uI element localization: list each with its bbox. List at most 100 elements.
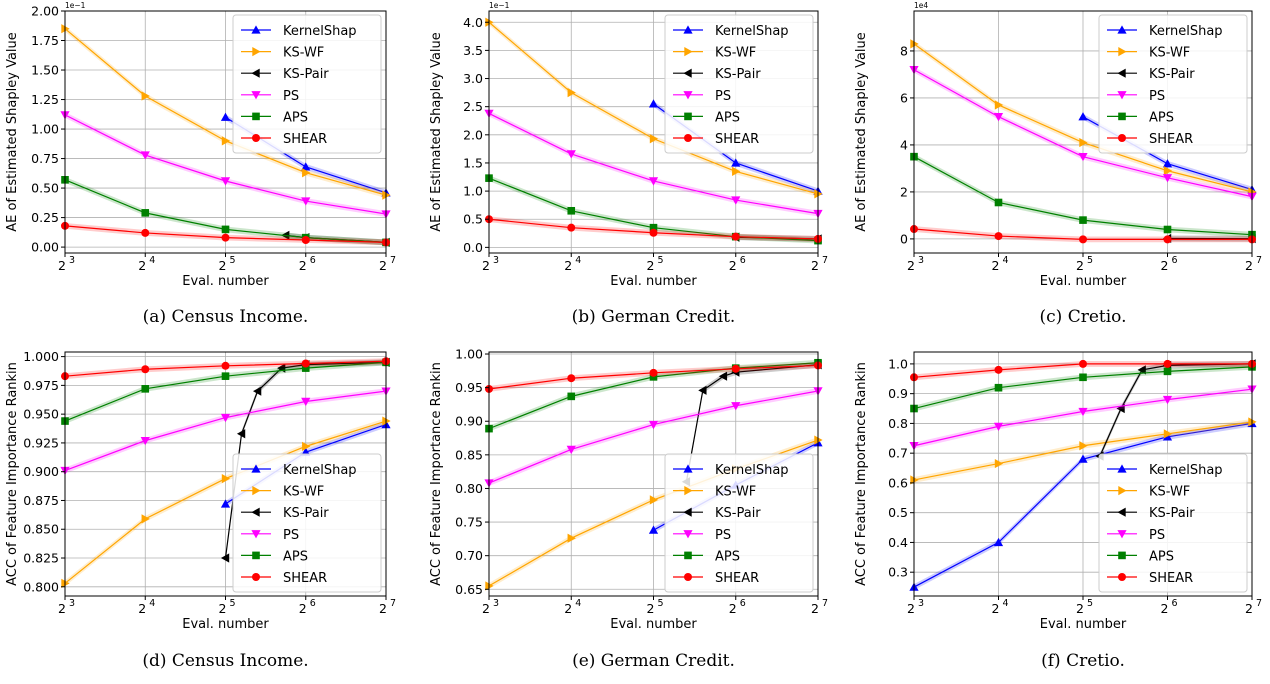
y-tick-label: 0.5 (463, 212, 483, 227)
legend-marker (683, 464, 693, 473)
data-point-shear (141, 365, 150, 374)
data-point-ps (1162, 174, 1173, 183)
legend-label: SHEAR (283, 132, 327, 147)
y-tick-label: 0.0 (463, 240, 483, 255)
legend-marker (251, 530, 261, 539)
legend-marker (252, 47, 261, 57)
data-point-ks-wf (302, 168, 311, 178)
x-tick-label: 2 (1161, 601, 1169, 616)
data-point-ks-wf (1163, 166, 1173, 176)
legend-box (1098, 14, 1248, 154)
band-kernelshap (653, 100, 818, 194)
y-tick-label: 0.3 (888, 565, 908, 580)
y-tick-label: 2.5 (463, 99, 483, 114)
legend-label: PS (1149, 528, 1165, 543)
legend-box (232, 453, 382, 593)
y-tick-label: 6 (900, 90, 908, 105)
data-point-ks-pair (220, 553, 230, 563)
legend-label: KS-WF (715, 485, 756, 500)
legend-marker (251, 507, 260, 517)
data-point-shear (731, 364, 740, 373)
legend-label: KS-WF (283, 485, 324, 500)
chart-panel-1: 0.000.250.500.751.001.251.501.752.002 3 2 4… (5, 1, 396, 327)
legend-marker (251, 464, 261, 473)
data-point-aps (301, 364, 310, 372)
legend-marker (1117, 25, 1127, 34)
legend-marker (1117, 507, 1126, 517)
legend-label: APS (1149, 110, 1174, 125)
x-axis-label: Eval. number (182, 274, 269, 289)
y-tick-label: 0.800 (23, 579, 59, 594)
data-point-shear (994, 232, 1003, 241)
data-point-shear (1163, 235, 1172, 244)
y-tick-label: 4 (900, 137, 908, 152)
chart-panel-5: 0.650.700.750.800.850.900.951.002 3 2 4 2 5 2 6… (429, 347, 828, 671)
x-tick-label: 2 (379, 601, 387, 616)
data-point-kernelshap (301, 162, 311, 171)
y-tick-label: 2.00 (31, 4, 59, 19)
legend: KernelShap KS-WF KS-Pair PS APS SHEAR (664, 14, 814, 154)
x-tick-exponent: 6 (1172, 598, 1178, 609)
y-tick-label: 0.5 (888, 505, 908, 520)
x-tick-exponent: 4 (149, 255, 155, 266)
y-tick-label: 0.850 (23, 522, 59, 537)
data-point-ks-pair (718, 371, 728, 381)
x-axis-label: Eval. number (610, 617, 697, 632)
x-tick-label: 2 (482, 601, 490, 616)
y-axis-label: ACC of Feature Importance Rankin (854, 362, 869, 586)
legend-label: SHEAR (1149, 571, 1193, 586)
data-point-shear (301, 359, 310, 368)
legend-label: APS (283, 110, 308, 125)
y-tick-label: 0.7 (888, 446, 908, 461)
y-axis-label: AE of Estimated Shapley Value (854, 32, 869, 232)
x-tick-exponent: 7 (822, 255, 828, 266)
data-point-aps (567, 392, 576, 401)
y-axis-label: ACC of Feature Importance Rankin (429, 362, 444, 586)
x-tick-exponent: 3 (69, 255, 75, 266)
data-point-aps (141, 209, 150, 217)
data-point-ks-wf (994, 458, 1004, 469)
data-point-ks-pair (236, 429, 246, 439)
data-point-ps (648, 420, 659, 430)
legend-label: APS (1149, 549, 1174, 564)
axis-exponent: 1e−1 (489, 1, 510, 10)
data-point-ks-wf (1079, 441, 1088, 451)
legend-label: KS-Pair (715, 67, 761, 82)
y-tick-label: 0 (900, 231, 908, 246)
legend-marker (251, 68, 260, 78)
y-tick-label: 1.50 (31, 63, 59, 78)
legend-label: KS-Pair (1149, 506, 1195, 521)
legend-marker (252, 134, 260, 142)
x-tick-label: 2 (907, 601, 915, 616)
y-tick-label: 1.00 (455, 347, 483, 362)
legend-marker (1118, 112, 1126, 121)
data-point-ps (1078, 407, 1088, 417)
data-point-kernelshap (220, 499, 231, 508)
x-axis-label: Eval. number (610, 274, 697, 289)
legend-marker (683, 68, 692, 78)
data-point-ps (566, 150, 576, 159)
y-tick-label: 4.0 (463, 15, 483, 30)
y-tick-label: 0.25 (31, 210, 59, 225)
legend-marker (684, 551, 692, 560)
chart-panel-6: 0.30.40.50.60.70.80.91.02 3 2 4 2 5 2 6 2 7Eval. … (854, 351, 1262, 671)
y-tick-label: 1.00 (31, 122, 59, 137)
data-point-aps (1079, 373, 1087, 382)
legend-marker (251, 91, 261, 100)
legend-marker (1118, 573, 1126, 581)
band-ks-wf (489, 437, 818, 589)
x-tick-label: 2 (647, 258, 655, 273)
x-tick-label: 2 (1245, 258, 1253, 273)
data-point-kernelshap (648, 525, 659, 534)
y-tick-label: 8 (900, 43, 908, 58)
band-ps (489, 388, 818, 487)
data-point-kernelshap (648, 99, 659, 108)
y-tick-label: 0.50 (31, 181, 59, 196)
data-point-ps (301, 397, 311, 407)
x-tick-label: 2 (379, 258, 387, 273)
band-ps (914, 66, 1252, 200)
data-point-ps (220, 413, 231, 423)
data-point-aps (1163, 367, 1172, 376)
x-tick-label: 2 (138, 258, 146, 273)
legend-label: KernelShap (283, 24, 357, 39)
